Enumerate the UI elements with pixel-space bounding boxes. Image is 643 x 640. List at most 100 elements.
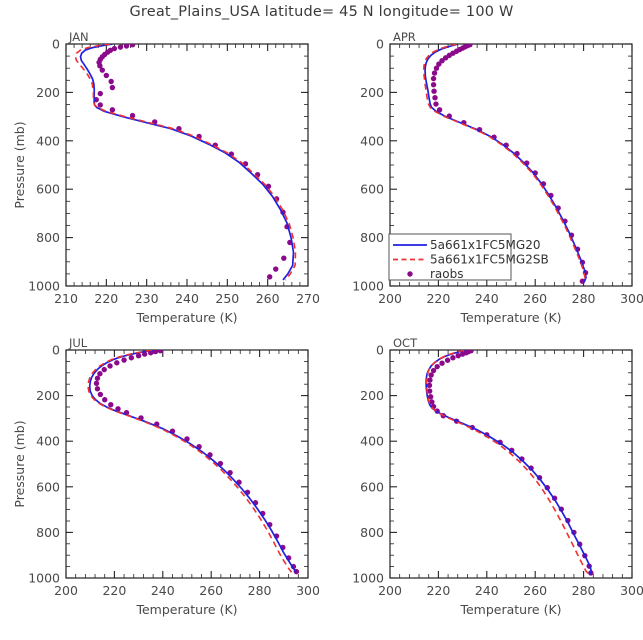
panel-jan: 210 220 230 240 250 260 270 0 200 400 600 800 1000 JA… — [12, 30, 320, 325]
x-tick-label: 230 — [135, 291, 159, 306]
x-tick-label: 270 — [296, 291, 320, 306]
obs-point — [108, 78, 114, 85]
obs-point — [427, 394, 434, 400]
obs-point — [141, 351, 148, 357]
obs-point — [103, 72, 110, 79]
obs-point — [436, 61, 442, 67]
panel-title-oct: OCT — [393, 336, 418, 350]
y-tick-label: 200 — [360, 388, 384, 403]
obs-point — [101, 366, 107, 373]
obs-point — [459, 351, 466, 357]
y-tick-label: 0 — [52, 343, 60, 358]
obs-point — [433, 101, 439, 107]
x-tick-label: 240 — [175, 291, 199, 306]
panel-title-jul: JUL — [68, 336, 88, 350]
y-tick-label: 0 — [376, 37, 384, 52]
y-tick-label: 800 — [360, 230, 384, 245]
obs-point — [128, 355, 135, 361]
obs-point — [426, 382, 433, 389]
series-line-solid — [88, 350, 297, 573]
panel-data — [74, 44, 297, 281]
y-tick-label: 0 — [376, 343, 384, 358]
x-tick-label: 220 — [426, 291, 450, 306]
x-tick-label: 200 — [378, 291, 402, 306]
obs-point — [94, 386, 101, 392]
y-tick-label: 600 — [360, 479, 384, 494]
x-tick-label: 210 — [54, 291, 78, 306]
obs-point — [430, 81, 437, 88]
obs-point — [97, 102, 103, 108]
y-tick-label: 800 — [36, 230, 60, 245]
obs-point — [157, 350, 164, 354]
panel-data — [423, 44, 589, 284]
y-tick-label: 1000 — [28, 571, 60, 586]
x-tick-label: 280 — [248, 583, 272, 598]
y-axis-label: Pressure (mb) — [12, 420, 27, 507]
obs-point — [431, 88, 437, 94]
x-tick-label: 300 — [296, 583, 320, 598]
obs-point — [117, 44, 124, 50]
obs-point — [434, 363, 440, 370]
y-tick-label: 800 — [360, 525, 384, 540]
x-tick-label: 200 — [54, 583, 78, 598]
x-axis-label: Temperature (K) — [135, 602, 237, 617]
obs-point — [266, 274, 273, 280]
y-tick-label: 200 — [360, 85, 384, 100]
panel-frame — [65, 349, 309, 579]
obs-point — [273, 266, 279, 272]
obs-point — [439, 58, 445, 64]
obs-point — [430, 75, 437, 82]
obs-point — [579, 278, 586, 284]
obs-point — [97, 63, 103, 69]
x-tick-label: 250 — [215, 291, 239, 306]
x-tick-label: 240 — [475, 291, 499, 306]
x-tick-label: 220 — [426, 583, 450, 598]
obs-point — [121, 357, 127, 363]
x-axis-label: Temperature (K) — [459, 310, 561, 325]
series-line-solid — [425, 350, 593, 575]
y-tick-label: 0 — [52, 37, 60, 52]
x-tick-label: 260 — [523, 291, 547, 306]
obs-point — [429, 399, 435, 405]
x-tick-label: 240 — [475, 583, 499, 598]
panel-data — [425, 350, 594, 576]
obs-point — [99, 67, 106, 73]
series-line-dashed — [423, 44, 586, 283]
obs-point — [432, 95, 438, 101]
obs-point — [97, 371, 103, 377]
obs-point — [450, 355, 456, 361]
obs-point — [439, 360, 445, 366]
obs-point — [152, 350, 159, 355]
y-tick-label: 400 — [360, 133, 384, 148]
obs-point — [94, 375, 101, 381]
x-tick-label: 260 — [523, 583, 547, 598]
obs-point — [97, 391, 104, 398]
panel-apr: 200 220 240 260 280 300 0 200 400 600 800 1000 APR Te… — [352, 30, 643, 325]
obs-point — [442, 55, 449, 61]
y-tick-label: 400 — [36, 434, 60, 449]
obs-point — [114, 360, 120, 366]
obs-point — [93, 380, 100, 386]
y-tick-label: 400 — [36, 133, 60, 148]
series-line-dashed — [425, 350, 590, 576]
obs-point — [129, 44, 136, 48]
panel-title-apr: APR — [393, 30, 416, 44]
panel-title-jan: JAN — [68, 30, 89, 44]
x-tick-label: 200 — [378, 583, 402, 598]
obs-point — [115, 406, 121, 412]
obs-point — [427, 377, 433, 383]
obs-point — [123, 44, 130, 49]
x-tick-label: 280 — [572, 583, 596, 598]
obs-point — [428, 372, 434, 378]
panel-data — [87, 350, 300, 575]
y-tick-label: 600 — [360, 182, 384, 197]
panel-frame — [65, 43, 309, 287]
obs-point — [426, 388, 433, 394]
x-tick-label: 280 — [572, 291, 596, 306]
obs-point — [444, 357, 451, 363]
legend-label: 5a661x1FC5MG2SB — [430, 253, 549, 267]
series-line-dashed — [87, 350, 293, 573]
obs-point — [436, 107, 443, 113]
